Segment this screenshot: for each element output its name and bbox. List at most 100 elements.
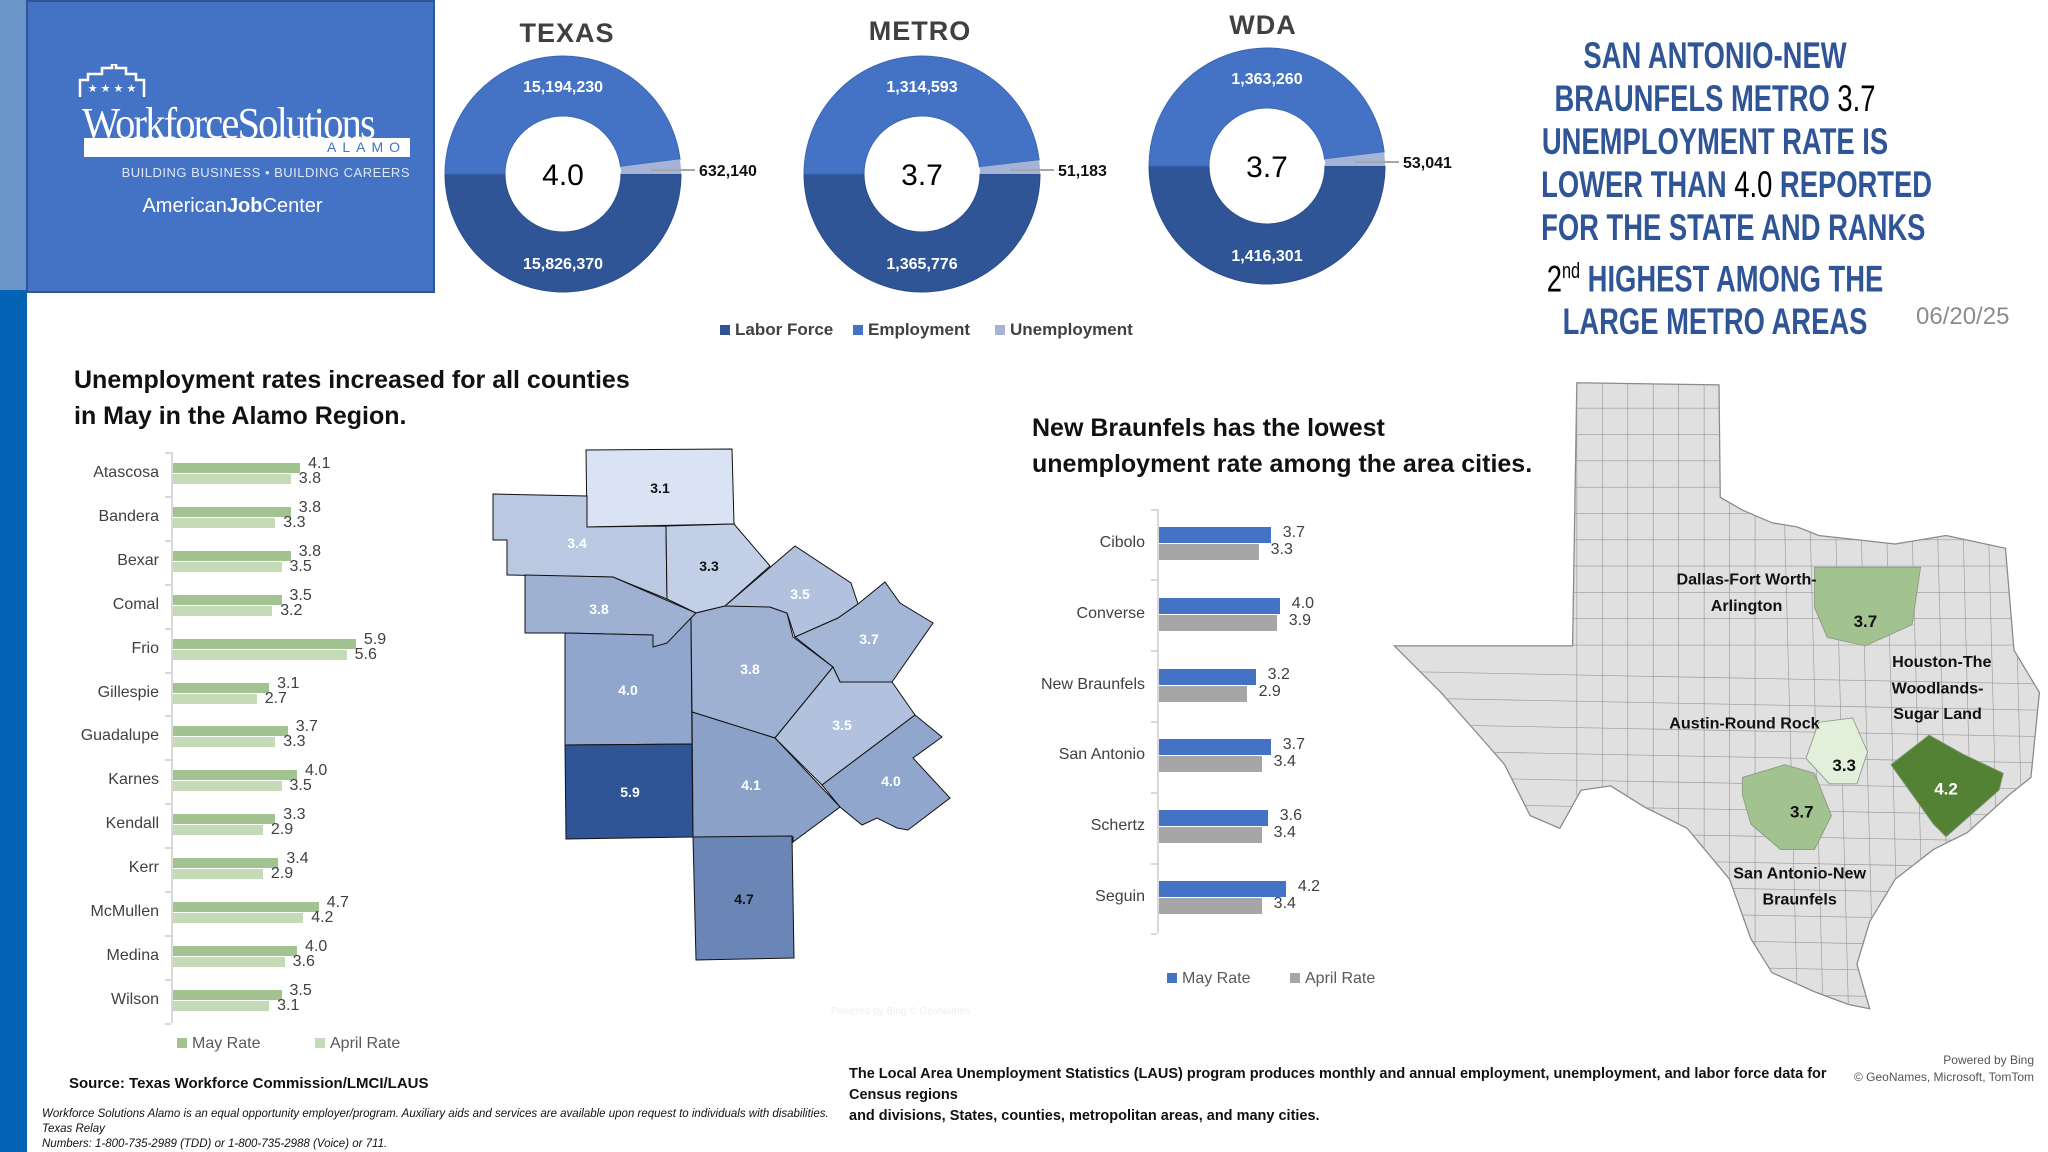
april-rate-bar — [1159, 756, 1262, 773]
category-label: San Antonio — [1058, 746, 1145, 764]
city-chart-title: New Braunfels has the lowest unemploymen… — [1032, 410, 1532, 482]
april-rate-bar — [173, 781, 282, 792]
county-rate-label: 5.9 — [620, 784, 640, 800]
category-label: Bexar — [117, 551, 159, 569]
metro-name-label: Austin-Round Rock — [1669, 715, 1819, 733]
chart-axis — [1157, 508, 1159, 934]
april-rate-bar — [173, 1000, 270, 1011]
chart-axis — [171, 452, 173, 1023]
headline-line: UNEMPLOYMENT RATE IS — [1541, 121, 1889, 162]
legend-may-rate: May Rate — [177, 1035, 260, 1053]
may-rate-bar — [173, 594, 282, 605]
disclaimer-line: Numbers: 1-800-735-2989 (TDD) or 1-800-7… — [42, 1138, 388, 1150]
legend-labor-force: Labor Force — [720, 320, 833, 340]
may-rate-value: 3.7 — [1282, 524, 1305, 541]
april-rate-bar — [1159, 827, 1262, 844]
county-line — [1394, 671, 2040, 685]
may-rate-value: 4.7 — [326, 894, 349, 911]
donut-metro: 1,314,593 1,365,776 51,183 3.7 — [803, 55, 1107, 293]
april-rate-value: 2.7 — [264, 689, 287, 707]
headline-line: 2nd HIGHEST AMONG THE — [1541, 249, 1889, 300]
legend-swatch — [995, 325, 1005, 335]
title-line: unemployment rate among the area cities. — [1032, 450, 1533, 478]
axis-tick — [1151, 650, 1157, 653]
county-rate-label: 3.4 — [567, 535, 587, 551]
metro-area-shape — [1741, 764, 1832, 850]
title-line: Unemployment rates increased for all cou… — [74, 366, 630, 394]
category-label: Medina — [106, 946, 159, 964]
legend-swatch — [315, 1038, 325, 1048]
metro-area-shape — [1814, 566, 1922, 647]
county-chart-title: Unemployment rates increased for all cou… — [74, 362, 630, 434]
headline-line: LARGE METRO AREAS — [1562, 301, 1868, 343]
legend-april-rate: April Rate — [1290, 970, 1375, 988]
april-rate-value: 2.9 — [270, 865, 294, 883]
metro-name-label: Arlington — [1711, 597, 1783, 615]
axis-tick — [1151, 579, 1157, 582]
april-rate-value: 4.2 — [311, 909, 334, 926]
category-label: Cibolo — [1099, 534, 1145, 551]
april-rate-value: 3.6 — [292, 952, 315, 970]
ajc-part: American — [142, 195, 227, 217]
american-job-center-logo: AmericanJobCenter — [28, 195, 437, 218]
april-rate-value: 2.9 — [270, 821, 294, 839]
may-rate-bar — [1159, 527, 1271, 543]
may-rate-bar — [173, 682, 270, 693]
axis-tick — [1151, 862, 1157, 865]
county-line — [1394, 907, 2040, 922]
legend-label: Labor Force — [735, 320, 834, 339]
metro-area-shape — [1890, 734, 2004, 838]
headline-text: BRAUNFELS METRO — [1554, 78, 1838, 119]
axis-tick — [165, 978, 171, 981]
axis-tick — [165, 583, 171, 586]
legend-swatch — [720, 325, 730, 335]
legend-swatch — [853, 325, 863, 335]
svg-text:★ ★ ★ ★: ★ ★ ★ ★ — [88, 83, 137, 95]
donut-slice-employment — [1148, 47, 1385, 167]
category-label: New Braunfels — [1040, 675, 1145, 693]
county-line — [1394, 934, 2040, 948]
april-rate-bar — [173, 561, 282, 572]
metro-rate-label: 4.2 — [1934, 779, 1958, 798]
headline: SAN ANTONIO-NEW BRAUNFELS METRO 3.7 UNEM… — [1480, 34, 1950, 343]
headline-line: LOWER THAN 4.0 REPORTED — [1541, 163, 1932, 206]
metro-rate-label: 3.7 — [1790, 803, 1814, 822]
april-rate-bar — [173, 825, 263, 836]
headline-superscript: nd — [1561, 258, 1581, 283]
april-rate-value: 3.4 — [1273, 824, 1296, 842]
category-label: Comal — [112, 595, 159, 613]
title-line: New Braunfels has the lowest — [1032, 414, 1385, 442]
title-line: in May in the Alamo Region. — [74, 402, 407, 430]
donut-center-rate: 3.7 — [901, 159, 943, 192]
may-rate-value: 4.2 — [1297, 878, 1321, 895]
may-rate-bar — [1159, 597, 1280, 614]
county-map-attribution: Powered by Bing © GeoNames — [830, 1006, 970, 1017]
county-line — [1394, 697, 2040, 711]
metro-name-label: Braunfels — [1762, 891, 1836, 909]
axis-tick — [165, 452, 171, 455]
axis-tick — [1151, 508, 1157, 511]
category-label: Seguin — [1095, 888, 1145, 905]
donut-slice-employment — [444, 55, 681, 175]
donut-label-labor-force: 1,416,301 — [1231, 248, 1302, 265]
axis-tick — [165, 934, 171, 937]
donut-label-employment: 1,363,260 — [1231, 71, 1302, 88]
legend-april-rate: April Rate — [315, 1035, 400, 1053]
headline-text: REPORTED — [1772, 164, 1933, 205]
april-rate-value: 3.5 — [289, 557, 312, 575]
ajc-part: Job — [226, 195, 263, 217]
category-label: Gillespie — [97, 683, 159, 701]
donut-label-unemployment: 53,041 — [1403, 155, 1452, 172]
april-rate-value: 3.4 — [1273, 753, 1296, 771]
county-rate-label: 4.7 — [734, 891, 754, 907]
may-rate-bar — [173, 989, 282, 1000]
logo-tagline: BUILDING BUSINESS • BUILDING CAREERS — [121, 165, 410, 180]
alamo-building-icon: ★ ★ ★ ★ — [78, 64, 146, 97]
april-rate-bar — [1159, 614, 1277, 631]
april-rate-bar — [173, 605, 273, 616]
legend-label: May Rate — [1182, 970, 1251, 987]
donut-label-employment: 15,194,230 — [523, 79, 603, 96]
headline-text: LOWER THAN — [1541, 164, 1735, 205]
may-rate-bar — [173, 463, 301, 473]
may-rate-value: 3.7 — [1282, 736, 1305, 754]
